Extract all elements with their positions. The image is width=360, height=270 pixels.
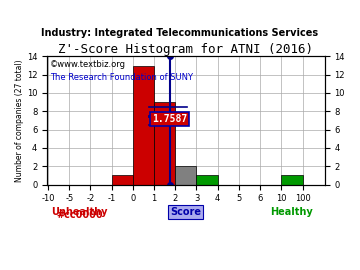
Bar bbox=[281, 176, 302, 184]
Text: Unhealthy: Unhealthy bbox=[51, 207, 108, 217]
Y-axis label: Number of companies (27 total): Number of companies (27 total) bbox=[15, 59, 24, 182]
Bar bbox=[154, 102, 175, 184]
Text: Industry: Integrated Telecommunications Services: Industry: Integrated Telecommunications … bbox=[41, 28, 319, 38]
Text: The Research Foundation of SUNY: The Research Foundation of SUNY bbox=[50, 73, 193, 82]
Text: Score: Score bbox=[170, 207, 201, 217]
Text: ©www.textbiz.org: ©www.textbiz.org bbox=[50, 60, 126, 69]
Bar bbox=[197, 176, 218, 184]
Text: 1.7587: 1.7587 bbox=[152, 114, 188, 124]
Bar bbox=[175, 166, 197, 184]
Bar bbox=[133, 66, 154, 184]
Text: #cc0000: #cc0000 bbox=[57, 210, 103, 220]
Text: Healthy: Healthy bbox=[270, 207, 313, 217]
Title: Z'-Score Histogram for ATNI (2016): Z'-Score Histogram for ATNI (2016) bbox=[58, 43, 314, 56]
Bar bbox=[112, 176, 133, 184]
